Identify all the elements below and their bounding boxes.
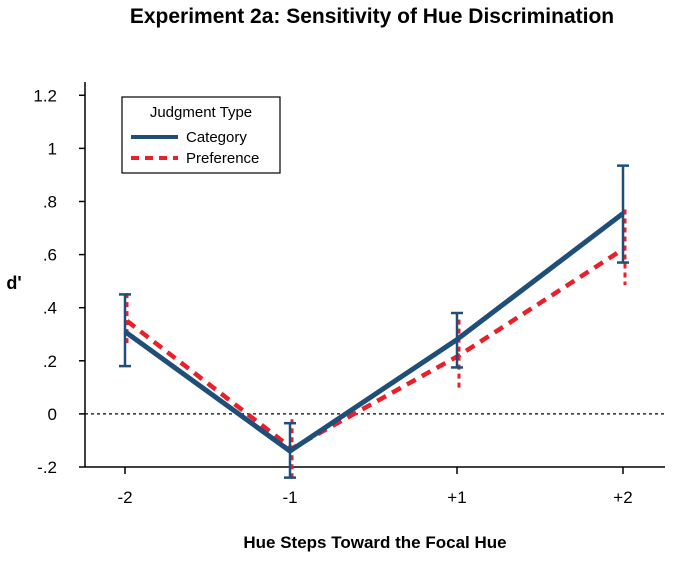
plot-area: -.2 0 .2 .4 .6 .8 1 1.2 -2 -1 +1 +2 bbox=[33, 82, 665, 507]
y-tick-label: 1.2 bbox=[33, 86, 57, 105]
x-axis-label: Hue Steps Toward the Focal Hue bbox=[243, 533, 506, 552]
y-tick-label: .8 bbox=[43, 192, 57, 211]
legend-title: Judgment Type bbox=[150, 104, 252, 121]
chart-title: Experiment 2a: Sensitivity of Hue Discri… bbox=[130, 5, 614, 28]
legend-label-preference: Preference bbox=[186, 150, 259, 167]
y-tick-label: .4 bbox=[43, 299, 57, 318]
x-tick-label: +2 bbox=[613, 488, 632, 507]
y-axis-label: d' bbox=[6, 273, 21, 293]
y-tick-label: -.2 bbox=[37, 458, 57, 477]
y-tick-label: 0 bbox=[48, 405, 57, 424]
y-tick-label: .6 bbox=[43, 246, 57, 265]
x-tick-label: -2 bbox=[117, 488, 132, 507]
x-tick-label: -1 bbox=[282, 488, 297, 507]
legend-label-category: Category bbox=[186, 129, 247, 146]
y-tick-label: .2 bbox=[43, 352, 57, 371]
x-tick-label: +1 bbox=[447, 488, 466, 507]
series-line-category bbox=[123, 211, 625, 454]
y-tick-label: 1 bbox=[48, 139, 57, 158]
legend: Judgment Type Category Preference bbox=[121, 96, 281, 174]
series-line-preference bbox=[125, 246, 627, 451]
